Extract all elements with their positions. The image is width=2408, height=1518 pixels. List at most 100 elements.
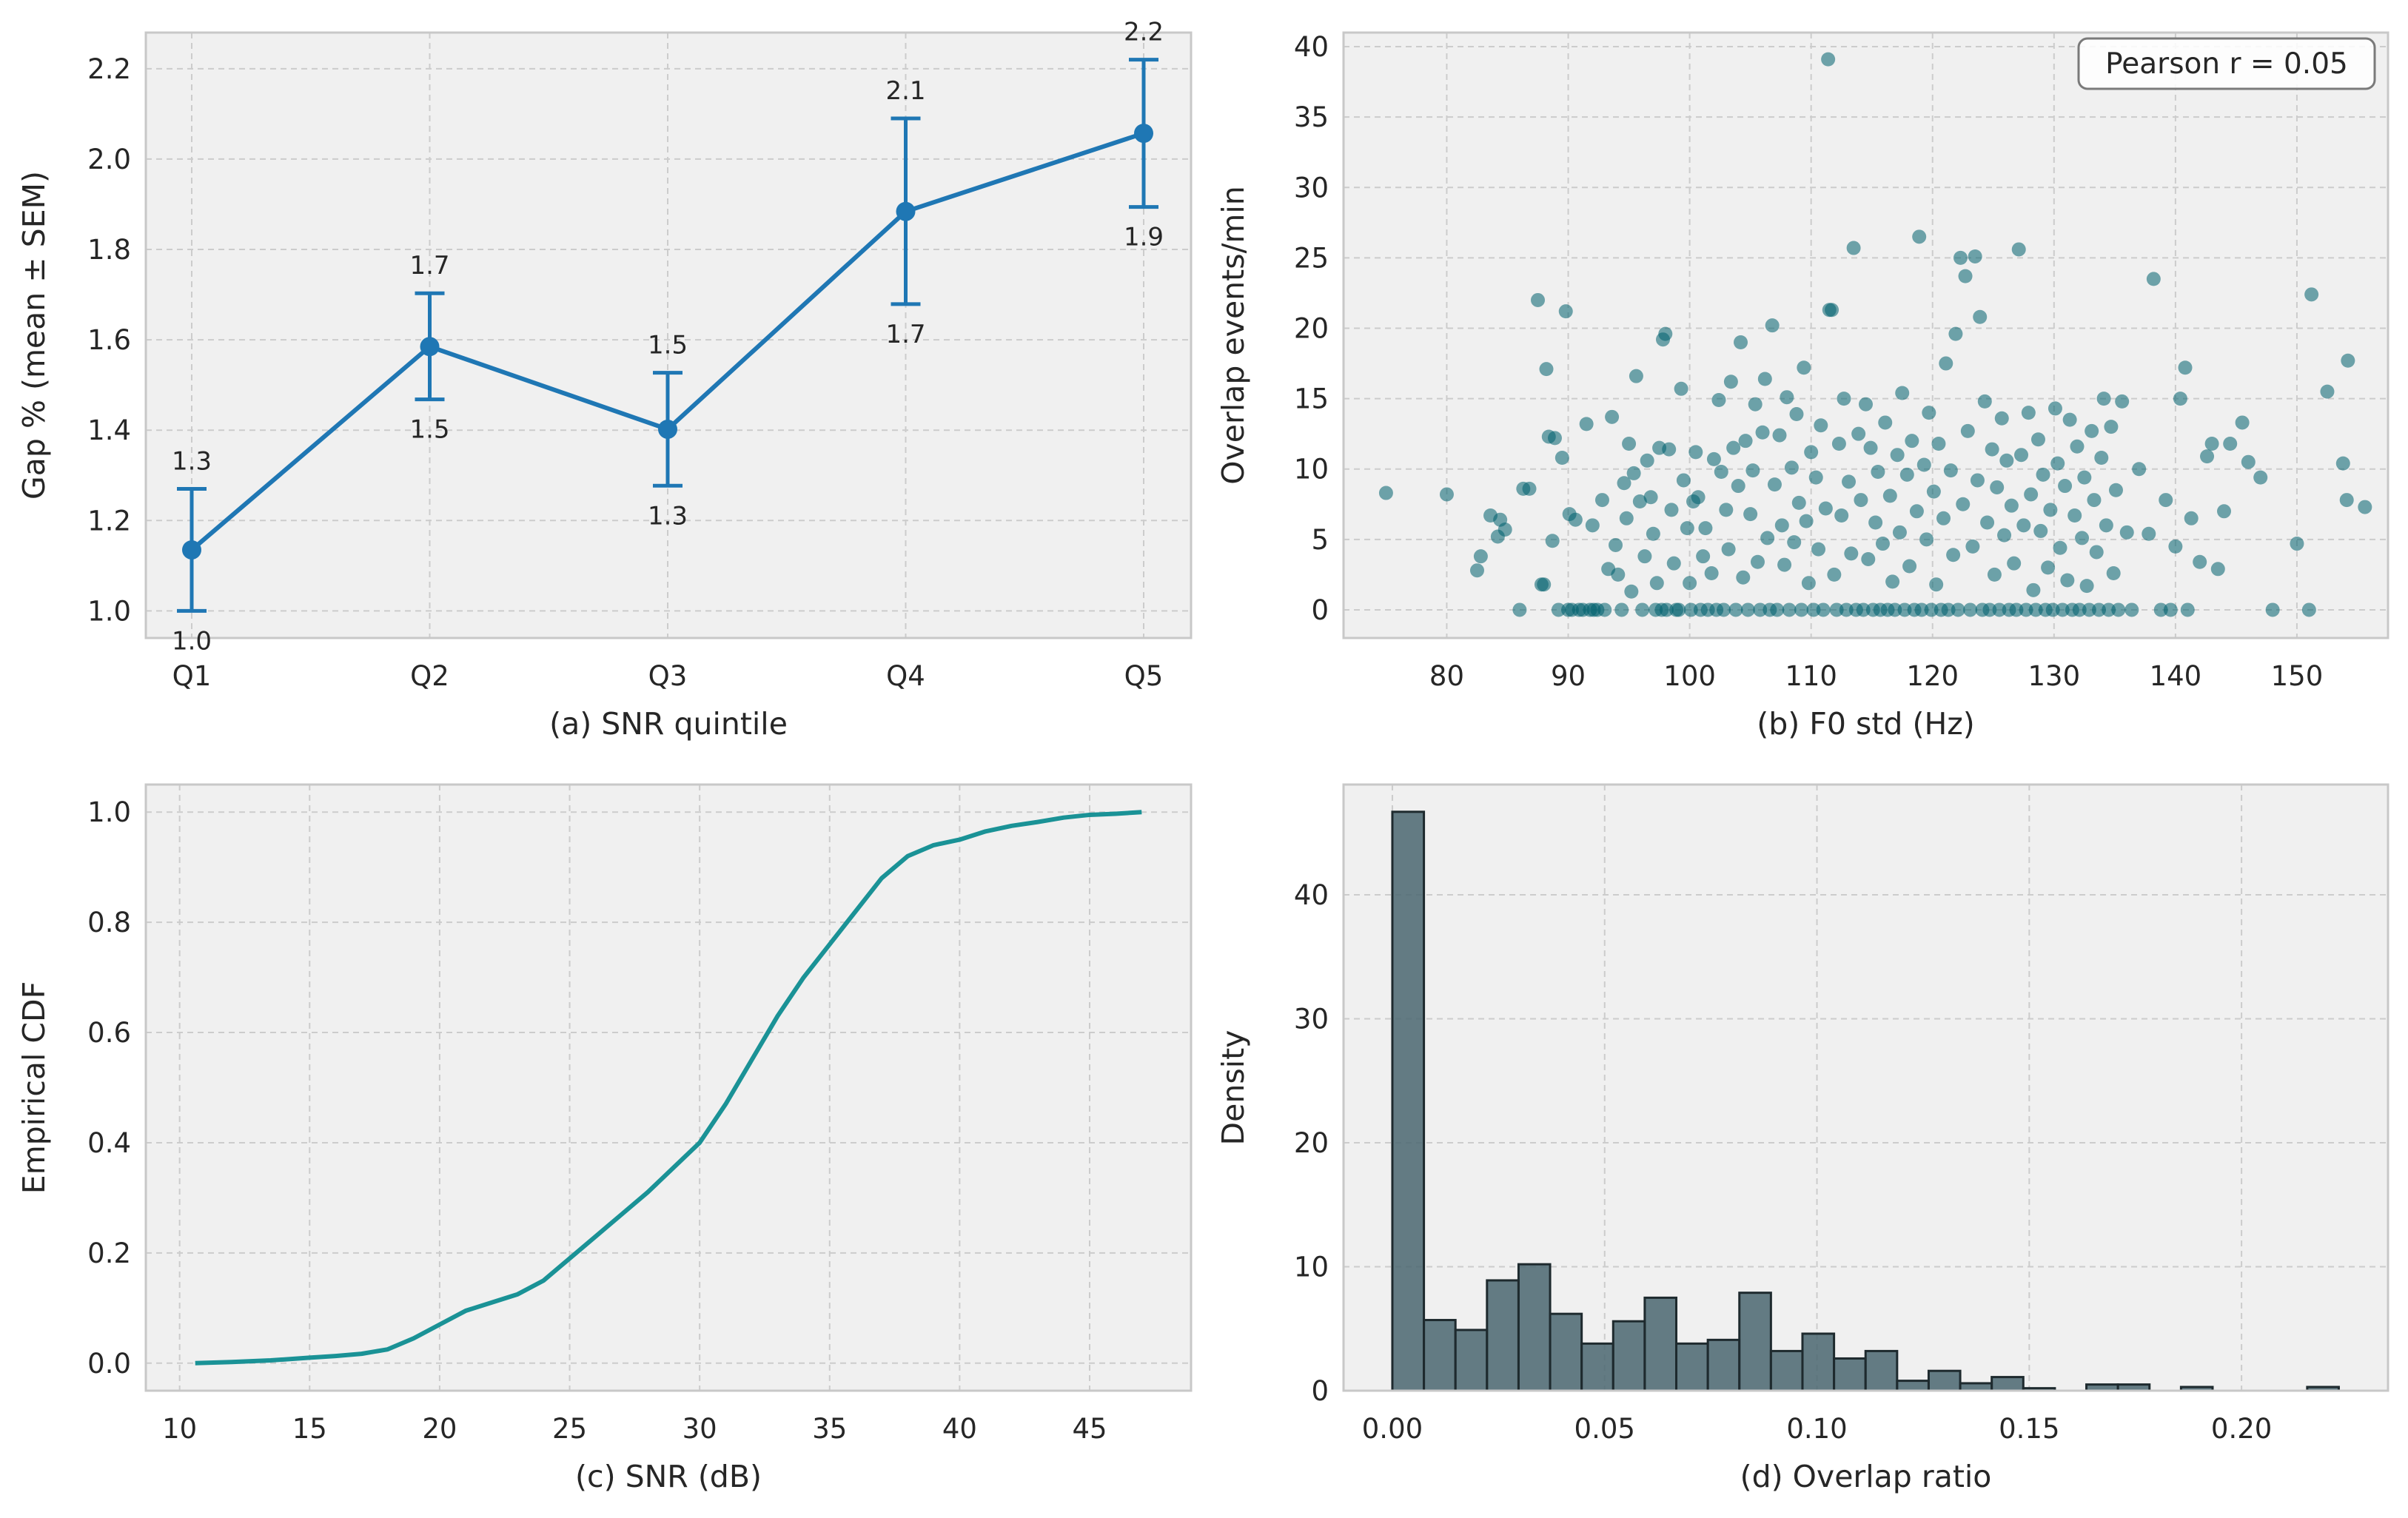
scatter-point: [2087, 493, 2102, 508]
scatter-point: [1839, 602, 1854, 617]
lower-value-label: 1.9: [1124, 223, 1164, 252]
scatter-point: [1736, 570, 1751, 585]
histogram-bar: [1612, 1320, 1646, 1392]
scatter-point: [1579, 417, 1594, 431]
histogram-bar: [1423, 1319, 1457, 1392]
scatter-point: [1890, 448, 1905, 463]
scatter-point: [2142, 526, 2156, 541]
scatter-point: [1868, 515, 1883, 530]
y-tick-label: 1.8: [87, 234, 131, 266]
histogram-bar: [1801, 1332, 1836, 1392]
scatter-point: [2060, 573, 2075, 588]
scatter-point: [1531, 292, 1546, 307]
histogram-bar: [1927, 1369, 1962, 1392]
scatter-point: [2096, 392, 2111, 406]
x-tick-label: Q4: [886, 660, 925, 692]
x-tick-label: 30: [683, 1413, 717, 1445]
scatter-point: [2124, 602, 2139, 617]
scatter-point: [1624, 584, 1639, 599]
y-tick-label: 1.6: [87, 324, 131, 356]
scatter-point: [1662, 442, 1677, 457]
histogram-bar: [1643, 1296, 1678, 1392]
scatter-point: [2062, 412, 2077, 427]
histogram-bar: [1486, 1279, 1520, 1392]
y-tick-label: 0.4: [87, 1127, 131, 1159]
scatter-point: [1745, 463, 1760, 478]
histogram-bar: [1896, 1380, 1930, 1392]
scatter-point: [1851, 426, 1866, 441]
scatter-point: [1882, 488, 1897, 503]
x-tick-label: Q1: [172, 660, 212, 692]
scatter-point: [1537, 577, 1552, 592]
scatter-point: [1844, 546, 1859, 561]
panel-b: 80 90 100 110 120 130 140 150 0 5 10 15 20 25 30 35 40 Pe…: [1215, 31, 2389, 742]
scatter-point: [2304, 287, 2319, 302]
scatter-point: [1831, 436, 1846, 451]
x-tick-label: 120: [1906, 660, 1959, 692]
scatter-point: [2067, 508, 2082, 523]
x-axis-label: (b) F0 std (Hz): [1757, 706, 1975, 742]
scatter-point: [2320, 384, 2335, 399]
scatter-point: [1726, 440, 1741, 455]
scatter-point: [1946, 548, 1961, 562]
scatter-point: [1469, 563, 1484, 578]
scatter-point: [2301, 602, 2316, 617]
scatter-point: [1956, 497, 1971, 511]
scatter-point: [2030, 432, 2045, 447]
scatter-point: [1743, 507, 1758, 522]
scatter-point: [1691, 490, 1706, 505]
scatter-point: [2024, 487, 2039, 502]
scatter-point: [1738, 434, 1753, 449]
scatter-point: [2159, 493, 2173, 508]
scatter-point: [2033, 523, 2048, 538]
scatter-point: [1649, 576, 1664, 591]
panel-d: 0.00 0.05 0.10 0.15 0.20 0 10 20 30 40 (d) Overlap…: [1215, 783, 2389, 1494]
scatter-point: [1811, 542, 1826, 557]
data-point: [896, 201, 916, 221]
histogram-bar: [1738, 1292, 1772, 1392]
histogram-bar: [1991, 1376, 2025, 1392]
scatter-point: [2028, 602, 2043, 617]
scatter-point: [2223, 436, 2238, 451]
scatter-point: [2204, 436, 2219, 451]
y-tick-label: 0.6: [87, 1017, 131, 1049]
scatter-point: [1985, 442, 1999, 457]
scatter-point: [1767, 477, 1782, 492]
scatter-point: [1990, 480, 2005, 494]
cdf-line: [195, 810, 1142, 1366]
x-tick-label: 0.20: [2211, 1413, 2272, 1445]
scatter-point: [1646, 526, 1660, 541]
y-tick-label: 1.0: [87, 595, 131, 627]
scatter-point: [1827, 567, 1842, 582]
upper-value-label: 2.2: [1124, 18, 1164, 47]
scatter-point: [2077, 470, 2092, 485]
scatter-point: [1861, 551, 1876, 566]
axes-frame: [144, 31, 1193, 639]
scatter-point: [1605, 409, 1620, 424]
histogram-bar: [1549, 1312, 1583, 1392]
scatter-point: [2043, 503, 2058, 517]
scatter-point: [1994, 411, 2009, 426]
y-axis-label: Density: [1215, 1030, 1251, 1146]
scatter-point: [2045, 602, 2060, 617]
x-tick-label: 80: [1429, 660, 1464, 692]
scatter-point: [2085, 423, 2099, 438]
scatter-point: [1829, 602, 1844, 617]
scatter-point: [1635, 602, 1650, 617]
scatter-point: [2092, 602, 2107, 617]
scatter-point: [1916, 457, 1931, 472]
axes-frame: [1342, 783, 2389, 1392]
scatter-point: [1871, 465, 1885, 480]
scatter-point: [1717, 602, 1731, 617]
scatter-point: [1740, 602, 1755, 617]
scatter-point: [1895, 386, 1910, 400]
scatter-point: [1706, 451, 1721, 466]
scatter-point: [2235, 415, 2250, 430]
scatter-point: [1719, 503, 1734, 517]
histogram-bar: [1391, 810, 1426, 1392]
y-axis-label: Empirical CDF: [16, 981, 52, 1194]
upper-value-label: 2.1: [885, 76, 925, 106]
scatter-point: [1787, 535, 1802, 550]
scatter-point: [2053, 540, 2067, 555]
y-tick-label: 0.8: [87, 907, 131, 938]
